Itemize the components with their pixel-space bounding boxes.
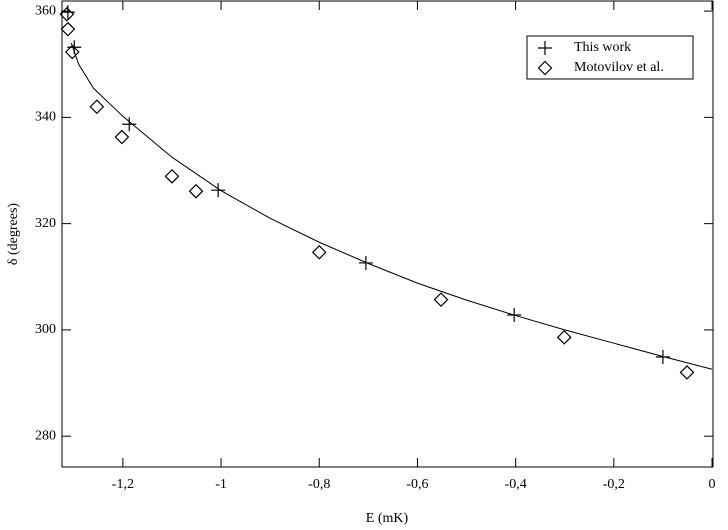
data-point xyxy=(64,44,80,60)
data-point xyxy=(679,365,695,380)
x-tick-label: -0,6 xyxy=(406,477,428,492)
data-point xyxy=(188,183,204,199)
data-point xyxy=(433,292,449,307)
x-tick-label: -1 xyxy=(215,477,227,492)
x-tick-label: -1,2 xyxy=(112,477,134,492)
y-tick-label: 360 xyxy=(35,3,56,18)
legend-marker xyxy=(537,60,553,76)
data-point xyxy=(164,168,180,184)
data-point xyxy=(114,129,130,145)
legend-marker xyxy=(538,41,552,55)
x-tick-label: -0,4 xyxy=(505,477,527,492)
legend-box xyxy=(526,35,694,80)
y-axis-title: δ (degrees) xyxy=(6,203,21,266)
plot-frame xyxy=(61,0,714,468)
data-point xyxy=(655,350,670,365)
data-point xyxy=(89,99,105,115)
y-tick-label: 320 xyxy=(35,216,56,231)
y-tick-label: 280 xyxy=(35,428,56,443)
x-tick-label: 0 xyxy=(709,477,716,492)
data-point xyxy=(311,244,327,260)
y-tick-label: 300 xyxy=(35,322,56,337)
data-point xyxy=(556,330,572,345)
data-point xyxy=(122,117,137,132)
x-tick-label: -0,2 xyxy=(603,477,625,492)
fit-curve xyxy=(70,42,713,370)
data-point xyxy=(211,183,226,198)
legend-label: This work xyxy=(574,40,631,55)
data-point xyxy=(60,21,76,37)
x-tick-label: -0,8 xyxy=(308,477,330,492)
x-axis-title: E (mK) xyxy=(366,511,409,526)
data-point xyxy=(59,6,75,22)
legend-label: Motovilov et al. xyxy=(574,60,664,75)
y-tick-label: 340 xyxy=(35,110,56,125)
